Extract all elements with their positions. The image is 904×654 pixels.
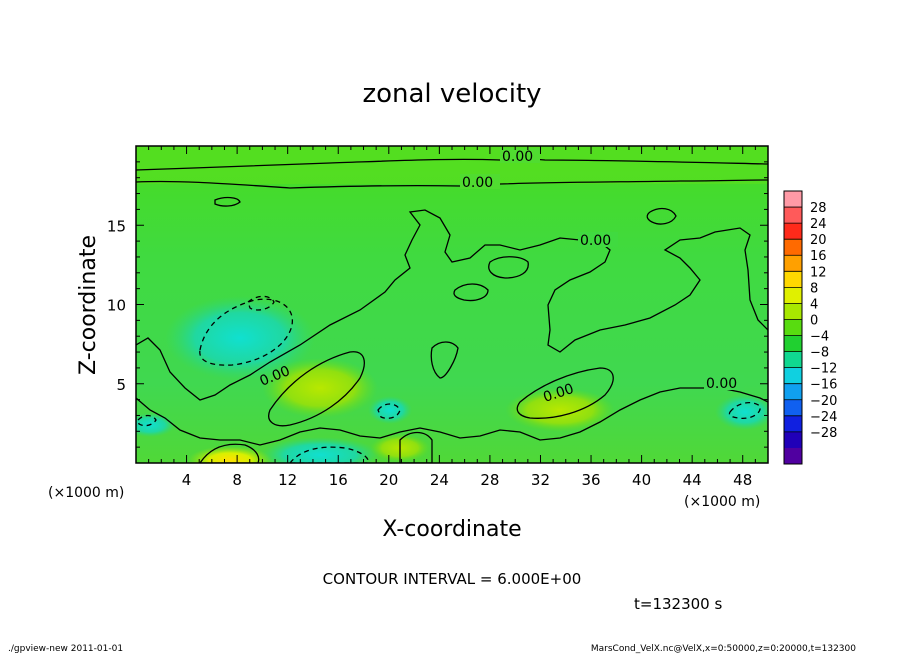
colorbar-swatch bbox=[784, 191, 802, 208]
colorbar-swatch bbox=[784, 447, 802, 465]
colorbar-swatch bbox=[784, 303, 802, 320]
x-tick-label: 28 bbox=[480, 471, 499, 489]
colorbar-label: −8 bbox=[810, 346, 829, 361]
footer-right: MarsCond_VelX.nc@VelX,x=0:50000,z=0:2000… bbox=[591, 644, 856, 654]
x-tick-label: 40 bbox=[632, 471, 651, 489]
colorbar-label: 0 bbox=[810, 313, 818, 328]
contour-upper bbox=[136, 179, 768, 189]
x-tick-label: 16 bbox=[329, 471, 348, 489]
y-axis-label: Z-coordinate bbox=[76, 235, 101, 375]
x-tick-label: 8 bbox=[232, 471, 242, 489]
plot-area: 0.00 0.00 0.00 0.00 0.00 0.00 bbox=[136, 146, 768, 463]
contour-dashed bbox=[137, 295, 761, 463]
x-axis: 4 8 12 16 20 24 28 32 36 40 44 48 bbox=[135, 146, 769, 489]
colorbar-label: −12 bbox=[810, 362, 837, 377]
x-tick-label: 44 bbox=[683, 471, 702, 489]
upper-band bbox=[136, 146, 768, 184]
contour-label: 0.00 bbox=[502, 149, 533, 165]
y-tick-label: 15 bbox=[107, 217, 126, 235]
contour-blob-5 bbox=[646, 207, 677, 225]
x-unit-label-left: (×1000 m) bbox=[48, 485, 124, 501]
contour-neg-right bbox=[728, 401, 761, 420]
contour-label: 0.00 bbox=[462, 175, 493, 191]
colorbar-label: 24 bbox=[810, 217, 827, 232]
colorbar-label: −24 bbox=[810, 410, 837, 425]
x-tick-label: 32 bbox=[531, 471, 550, 489]
colorbar-label: 4 bbox=[810, 297, 818, 312]
colorbar-swatch bbox=[784, 255, 802, 272]
colorbar-swatch bbox=[784, 415, 802, 433]
colorbar-swatch bbox=[784, 431, 802, 449]
x-tick-label: 20 bbox=[379, 471, 398, 489]
y-tick-label: 10 bbox=[107, 297, 126, 315]
x-tick-label: 24 bbox=[430, 471, 449, 489]
contour-blob-1 bbox=[268, 351, 365, 427]
colorbar-label: 28 bbox=[810, 201, 827, 216]
contour-blob-7 bbox=[430, 341, 459, 379]
contour-blob-9 bbox=[199, 443, 260, 463]
colorbar-frame bbox=[783, 190, 803, 465]
colorbar-swatch bbox=[784, 351, 802, 369]
x-unit-label-right: (×1000 m) bbox=[684, 494, 760, 510]
y-tick-label: 5 bbox=[116, 376, 126, 394]
contour-blob-2 bbox=[516, 367, 614, 419]
colorbar-swatch bbox=[784, 399, 802, 417]
contour-label: 0.00 bbox=[580, 233, 611, 249]
contour-lines bbox=[136, 157, 768, 463]
contour-blob-8 bbox=[399, 431, 433, 463]
contour-interval-note: CONTOUR INTERVAL = 6.000E+00 bbox=[323, 570, 582, 588]
colorbar-label: 16 bbox=[810, 249, 827, 264]
colorbar-label: −4 bbox=[810, 330, 829, 345]
contour-top bbox=[136, 157, 768, 171]
footer-left: ./gpview-new 2011-01-01 bbox=[8, 644, 123, 654]
chart-title: zonal velocity bbox=[362, 79, 541, 109]
contour-blob-3 bbox=[488, 256, 529, 279]
contour-neg-far-left bbox=[137, 414, 157, 427]
contour-labels: 0.00 0.00 0.00 0.00 0.00 0.00 bbox=[258, 148, 744, 406]
cyan-region-bottom bbox=[260, 437, 380, 463]
colorbar-swatch bbox=[784, 319, 802, 337]
y-axis: 5 10 15 bbox=[107, 145, 768, 464]
x-tick-label: 48 bbox=[733, 471, 752, 489]
colorbar-label: 8 bbox=[810, 281, 818, 296]
colorbar-swatch bbox=[784, 287, 802, 304]
time-label: t=132300 s bbox=[634, 595, 722, 613]
contour-blob-4 bbox=[453, 283, 489, 302]
contour-blob-6 bbox=[214, 196, 241, 207]
colorbar-label: −28 bbox=[810, 426, 837, 441]
contour-label: 0.00 bbox=[706, 376, 737, 392]
colorbar-label: 12 bbox=[810, 265, 827, 280]
colorbar-swatch bbox=[784, 239, 802, 256]
colorbar-label: −20 bbox=[810, 394, 837, 409]
colorbar-swatch bbox=[784, 367, 802, 385]
contour-neg-left-inner bbox=[247, 295, 275, 311]
colorbar-swatch bbox=[784, 335, 802, 353]
hot-region bbox=[188, 446, 272, 463]
x-tick-label: 4 bbox=[182, 471, 192, 489]
colorbar-swatch bbox=[784, 207, 802, 224]
contour-lower bbox=[136, 387, 768, 446]
colorbar-label: 20 bbox=[810, 233, 827, 248]
yellow-region-1 bbox=[262, 358, 378, 418]
colorbar-swatch bbox=[784, 223, 802, 240]
colorbar-label: −16 bbox=[810, 378, 837, 393]
yellow-region-2 bbox=[505, 388, 615, 432]
contour-neg-left bbox=[199, 298, 293, 366]
colorbar-swatch bbox=[784, 383, 802, 401]
colorbar-swatch bbox=[784, 271, 802, 288]
x-axis-label: X-coordinate bbox=[382, 517, 521, 542]
cyan-region-mid bbox=[368, 396, 412, 424]
contour-middle bbox=[136, 209, 768, 401]
x-tick-label: 12 bbox=[278, 471, 297, 489]
x-tick-label: 36 bbox=[581, 471, 600, 489]
